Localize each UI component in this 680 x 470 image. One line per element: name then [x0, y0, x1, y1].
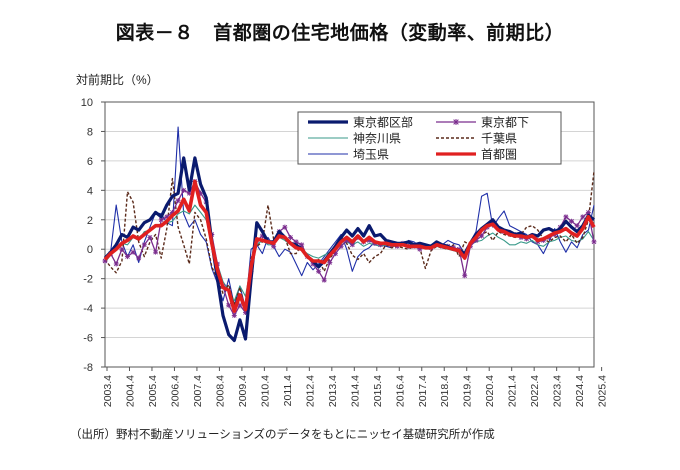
x-tick-label: 2015.4 — [372, 375, 384, 407]
series-line-0 — [103, 156, 595, 343]
x-tick-label: 2019.4 — [462, 375, 474, 407]
data-point-marker — [164, 214, 170, 220]
x-tick-label: 2020.4 — [484, 375, 496, 407]
y-tick-label: -6 — [83, 333, 93, 345]
data-point-marker — [479, 233, 485, 239]
y-tick-label: -2 — [83, 274, 93, 286]
data-point-marker — [169, 209, 175, 215]
y-tick-label: 0 — [87, 244, 93, 256]
data-point-marker — [113, 261, 119, 267]
data-point-marker — [569, 218, 575, 224]
x-tick-label: 2014.4 — [349, 375, 361, 407]
source-note: （出所）野村不動産ソリューションズのデータをもとにニッセイ基礎研究所が作成 — [70, 427, 495, 441]
data-point-marker — [338, 243, 344, 249]
x-tick-label: 2010.4 — [259, 375, 271, 407]
series-line-5 — [103, 179, 596, 313]
legend-box — [297, 111, 562, 165]
data-point-marker — [417, 246, 423, 252]
data-point-marker — [237, 302, 243, 308]
x-tick-label: 2005.4 — [147, 375, 159, 407]
data-point-marker — [124, 254, 130, 260]
data-point-marker — [310, 261, 316, 267]
x-tick-label: 2004.4 — [124, 375, 136, 407]
data-point-marker — [175, 198, 181, 204]
data-point-marker — [344, 237, 350, 243]
x-tick-label: 2013.4 — [327, 375, 339, 407]
legend-label: 埼玉県 — [353, 148, 389, 162]
data-point-marker — [349, 242, 355, 248]
data-point-marker — [287, 234, 293, 240]
chart-title: 図表－８ 首都圏の住宅地価格（変動率、前期比） — [115, 22, 565, 44]
data-point-marker — [299, 242, 305, 248]
y-tick-label: 8 — [87, 126, 93, 138]
data-point-marker — [473, 237, 479, 243]
y-tick-label: 10 — [81, 97, 93, 109]
data-point-marker — [282, 224, 288, 230]
data-point-marker — [153, 249, 159, 255]
data-point-marker — [147, 234, 153, 240]
y-tick-label: -4 — [83, 303, 93, 315]
y-tick-label: 2 — [87, 215, 93, 227]
series-lines — [102, 126, 597, 343]
data-point-marker — [231, 312, 237, 318]
x-tick-label: 2003.4 — [102, 375, 114, 407]
data-point-marker — [186, 190, 192, 196]
x-tick-label: 2016.4 — [394, 375, 406, 407]
data-point-marker — [181, 187, 187, 193]
series-line-3 — [104, 171, 595, 312]
plot-frame — [104, 101, 595, 368]
x-tick-label: 2012.4 — [304, 375, 316, 407]
data-point-marker — [141, 242, 147, 248]
axes: 対前期比（%） 10 8 6 4 2 0 -2 -4 -6 -8 2003.4 2004.4 2005.4… — [76, 72, 609, 407]
data-point-marker — [585, 209, 591, 215]
y-axis-label: 対前期比（%） — [76, 72, 159, 87]
data-point-marker — [293, 239, 299, 245]
x-tick-label: 2009.4 — [237, 375, 249, 407]
x-tick-label: 2008.4 — [214, 375, 226, 407]
x-tick-label: 2007.4 — [192, 375, 204, 407]
x-tick-label: 2011.4 — [282, 375, 294, 406]
data-point-marker — [243, 310, 249, 316]
x-tick-label: 2023.4 — [552, 375, 564, 407]
data-point-marker — [259, 233, 265, 239]
data-point-marker — [226, 302, 232, 308]
data-point-marker — [130, 249, 136, 255]
data-point-marker — [591, 239, 597, 245]
y-tick-label: -8 — [83, 362, 93, 374]
data-point-marker — [462, 273, 468, 279]
legend-label: 東京都下 — [481, 116, 529, 130]
data-point-marker — [563, 214, 569, 220]
x-tick-label: 2018.4 — [439, 375, 451, 407]
data-point-marker — [327, 259, 333, 265]
data-point-marker — [102, 258, 108, 264]
series-line-4 — [104, 126, 595, 309]
data-point-marker — [119, 246, 125, 252]
y-tick-label: 6 — [87, 156, 93, 168]
data-point-marker — [332, 251, 338, 257]
x-tick-label: 2024.4 — [574, 375, 586, 407]
data-point-marker — [198, 190, 204, 196]
x-tick-label: 2017.4 — [417, 375, 429, 407]
data-point-marker — [316, 268, 322, 274]
x-tick-label: 2006.4 — [169, 375, 181, 407]
data-point-marker — [580, 214, 586, 220]
x-tick-label: 2025.4 — [597, 375, 609, 407]
legend-label: 東京都区部 — [353, 115, 413, 130]
legend-star-marker-icon — [453, 119, 459, 125]
data-point-marker — [321, 277, 327, 283]
data-point-marker — [366, 237, 372, 243]
data-point-marker — [158, 217, 164, 223]
x-tick-label: 2022.4 — [529, 375, 541, 407]
x-tick-label: 2021.4 — [507, 375, 519, 407]
data-point-marker — [271, 243, 277, 249]
legend-label: 神奈川県 — [353, 132, 401, 146]
legend-label: 千葉県 — [481, 132, 517, 146]
data-point-marker — [574, 223, 580, 229]
y-tick-label: 4 — [87, 185, 93, 197]
legend-label: 首都圏 — [481, 148, 517, 162]
data-point-marker — [136, 255, 142, 261]
